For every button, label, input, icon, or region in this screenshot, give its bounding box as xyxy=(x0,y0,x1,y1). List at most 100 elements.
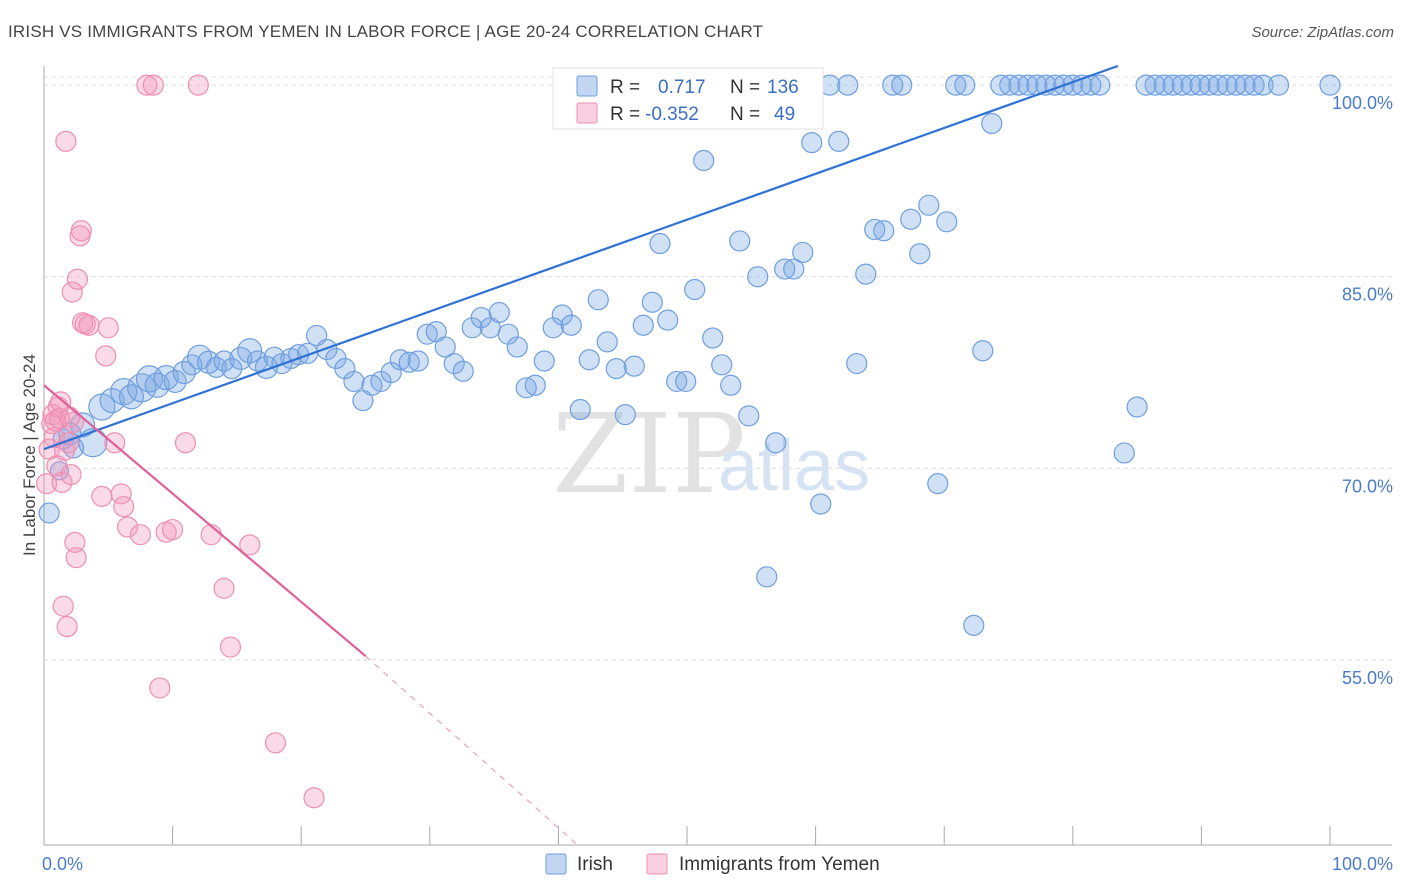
irish-point-44 xyxy=(416,323,438,345)
irish-point-90 xyxy=(828,130,850,152)
yemen-point-32 xyxy=(110,483,132,505)
stats-swatch-irish xyxy=(576,75,598,97)
yemen-trend-line xyxy=(43,384,367,657)
irish-point-54 xyxy=(506,336,528,358)
irish-point-120 xyxy=(1113,442,1135,464)
irish-point-60 xyxy=(560,314,582,336)
irish-point-129 xyxy=(1198,74,1220,96)
irish-point-108 xyxy=(990,74,1012,96)
irish-point-131 xyxy=(1216,74,1238,96)
irish-point-84 xyxy=(774,258,796,280)
irish-point-22 xyxy=(221,358,243,380)
irish-point-82 xyxy=(756,566,778,588)
irish-point-111 xyxy=(1017,74,1039,96)
trend-lines xyxy=(43,64,1119,846)
yemen-point-21 xyxy=(65,547,87,569)
x-tick-label-left: 0.0% xyxy=(42,854,83,874)
yemen-point-41 xyxy=(174,432,197,454)
irish-point-64 xyxy=(596,331,618,353)
irish-point-48 xyxy=(452,360,474,382)
irish-point-79 xyxy=(729,230,751,252)
irish-point-57 xyxy=(533,350,555,372)
irish-point-35 xyxy=(334,358,356,380)
irish-point-91 xyxy=(837,74,859,96)
yemen-point-42 xyxy=(187,74,209,96)
irish-point-33 xyxy=(316,338,338,361)
irish-point-124 xyxy=(1153,74,1175,96)
source-label: Source: ZipAtlas.com xyxy=(1251,24,1394,41)
yemen-point-0 xyxy=(35,472,58,495)
yemen-point-45 xyxy=(219,636,242,658)
scatter-points xyxy=(35,74,1341,809)
irish-point-77 xyxy=(711,354,733,376)
irish-point-46 xyxy=(434,336,456,358)
irish-point-67 xyxy=(623,355,645,377)
irish-point-87 xyxy=(801,132,823,154)
irish-point-133 xyxy=(1234,74,1256,96)
irish-point-81 xyxy=(747,266,769,288)
yemen-point-48 xyxy=(303,787,325,809)
irish-point-134 xyxy=(1243,74,1265,96)
yemen-point-13 xyxy=(55,130,77,152)
irish-point-100 xyxy=(918,194,940,216)
irish-point-16 xyxy=(172,360,196,385)
irish-point-52 xyxy=(488,301,510,324)
legend-swatch-yemen xyxy=(646,853,668,875)
yemen-point-46 xyxy=(239,534,261,556)
irish-point-71 xyxy=(657,309,679,331)
yemen-point-36 xyxy=(136,74,158,96)
irish-point-106 xyxy=(972,340,994,362)
yemen-point-47 xyxy=(264,732,287,754)
irish-point-105 xyxy=(963,614,985,636)
irish-point-15 xyxy=(163,369,187,394)
irish-point-8 xyxy=(99,387,125,414)
y-tick-labels: 100.0% 85.0% 70.0% 55.0% xyxy=(1332,93,1393,688)
chart-title: IRISH VS IMMIGRANTS FROM YEMEN IN LABOR … xyxy=(8,22,764,41)
irish-point-94 xyxy=(864,218,886,241)
stats-box: R = 0.717 N = 136 R = -0.352 N = 49 xyxy=(552,67,824,130)
yemen-point-38 xyxy=(149,677,171,699)
irish-point-40 xyxy=(380,361,402,384)
irish-point-132 xyxy=(1225,74,1247,96)
irish-point-109 xyxy=(999,74,1021,96)
irish-point-88 xyxy=(810,493,832,515)
irish-point-107 xyxy=(981,112,1003,135)
irish-point-70 xyxy=(649,232,671,255)
irish-point-86 xyxy=(792,241,814,264)
yemen-point-20 xyxy=(64,531,86,553)
irish-point-122 xyxy=(1135,74,1157,96)
irish-point-102 xyxy=(936,211,958,233)
irish-point-96 xyxy=(882,74,904,96)
irish-point-92 xyxy=(846,352,868,375)
yemen-point-44 xyxy=(213,577,235,599)
yemen-point-18 xyxy=(61,281,83,303)
watermark: ZIP atlas xyxy=(552,390,870,518)
yemen-point-35 xyxy=(129,524,152,546)
irish-point-0 xyxy=(38,502,60,524)
irish-point-127 xyxy=(1180,74,1202,96)
irish-point-42 xyxy=(398,351,420,373)
irish-point-78 xyxy=(720,374,742,396)
irish-point-5 xyxy=(69,412,96,438)
legend-swatch-irish xyxy=(545,853,567,875)
irish-point-17 xyxy=(181,354,203,376)
irish-point-121 xyxy=(1126,396,1148,418)
irish-point-73 xyxy=(675,370,697,393)
y-tick-label-3: 55.0% xyxy=(1342,668,1393,688)
yemen-point-33 xyxy=(113,495,135,518)
irish-point-75 xyxy=(693,149,715,172)
irish-point-24 xyxy=(237,338,263,364)
stats-n-label-yemen: N = xyxy=(730,104,760,125)
yemen-point-34 xyxy=(116,516,139,538)
yemen-point-11 xyxy=(52,595,74,617)
legend-label-irish: Irish xyxy=(577,854,613,875)
irish-point-125 xyxy=(1162,74,1184,96)
irish-point-68 xyxy=(632,314,654,336)
stats-n-value-irish: 136 xyxy=(767,77,799,98)
yemen-point-30 xyxy=(97,317,119,339)
stats-r-label-yemen: R = xyxy=(610,104,640,125)
irish-point-11 xyxy=(127,373,157,403)
y-tick-label-2: 70.0% xyxy=(1342,476,1393,496)
irish-point-72 xyxy=(666,370,688,393)
